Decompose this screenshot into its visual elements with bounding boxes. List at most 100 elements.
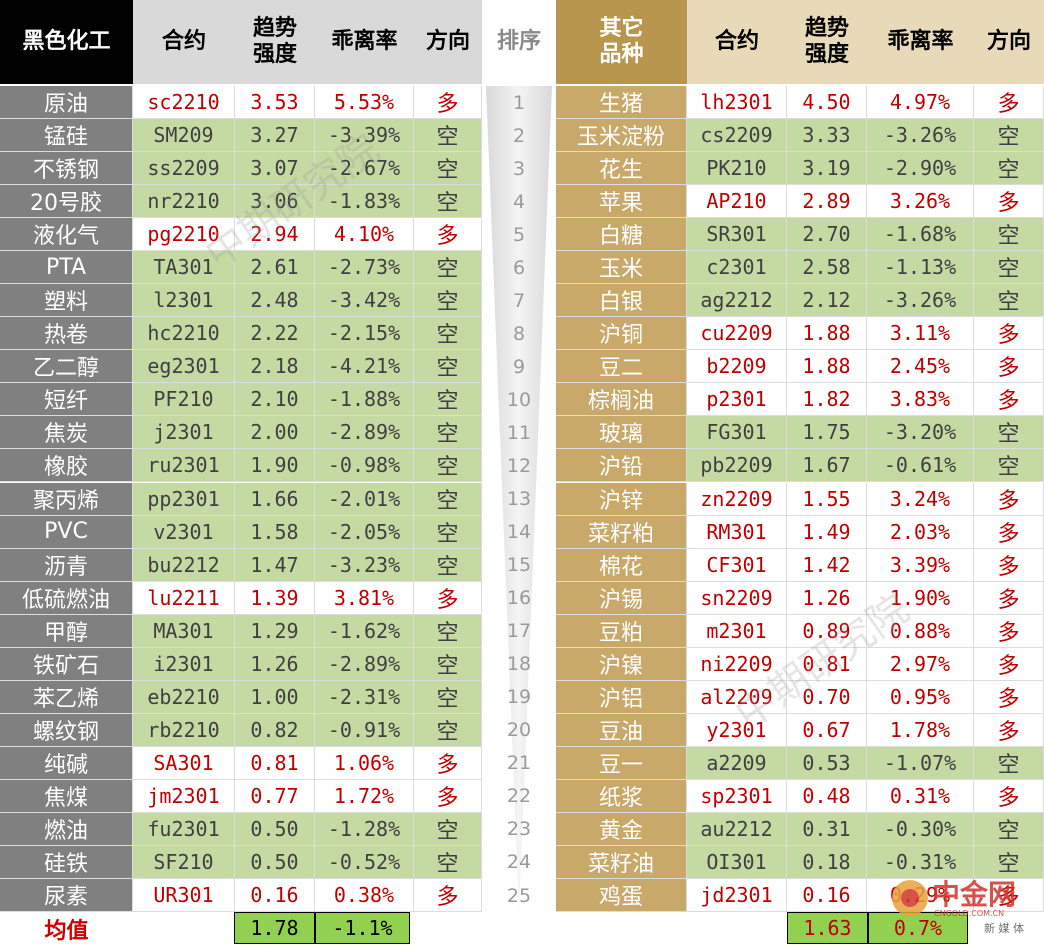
left-row-deviation: -2.31% bbox=[315, 680, 414, 714]
left-row-direction: 多 bbox=[414, 581, 482, 615]
right-row-deviation: -2.90% bbox=[867, 152, 974, 186]
left-row-contract: rb2210 bbox=[133, 713, 235, 747]
left-row-trend: 1.26 bbox=[235, 647, 315, 681]
left-row-contract: MA301 bbox=[133, 614, 235, 648]
rank-number: 17 bbox=[506, 620, 532, 643]
header-direction-right: 方向 bbox=[974, 0, 1044, 84]
right-row-name: 豆一 bbox=[556, 746, 687, 780]
left-row-contract: sc2210 bbox=[133, 86, 235, 119]
left-row-deviation: -1.83% bbox=[315, 185, 414, 219]
rank-number: 12 bbox=[506, 454, 532, 477]
left-row-name: PVC bbox=[0, 515, 133, 549]
left-row-direction: 空 bbox=[414, 680, 482, 714]
right-row-contract: AP210 bbox=[687, 185, 787, 219]
average-right-trend: 1.63 bbox=[787, 912, 868, 944]
right-row-name: 苹果 bbox=[556, 185, 687, 219]
left-row-contract: hc2210 bbox=[133, 317, 235, 351]
left-row-deviation: -2.05% bbox=[315, 515, 414, 549]
left-row-direction: 空 bbox=[414, 119, 482, 152]
left-row-deviation: -0.52% bbox=[315, 845, 414, 879]
right-row-deviation: 1.78% bbox=[867, 713, 974, 747]
left-row-trend: 1.90 bbox=[235, 449, 315, 483]
right-row-trend: 2.70 bbox=[787, 218, 867, 252]
left-row-trend: 2.00 bbox=[235, 416, 315, 450]
right-row-direction: 多 bbox=[974, 482, 1044, 516]
right-row-deviation: 3.11% bbox=[867, 317, 974, 351]
right-row-direction: 多 bbox=[974, 581, 1044, 615]
left-row-name: 沥青 bbox=[0, 548, 133, 582]
header-contract-right: 合约 bbox=[687, 0, 787, 84]
left-row-contract: v2301 bbox=[133, 515, 235, 549]
right-row-contract: y2301 bbox=[687, 713, 787, 747]
left-row-direction: 空 bbox=[414, 515, 482, 549]
rank-number: 1 bbox=[512, 91, 526, 114]
right-row-trend: 1.75 bbox=[787, 416, 867, 450]
left-row-trend: 0.77 bbox=[235, 779, 315, 813]
right-row-trend: 0.70 bbox=[787, 680, 867, 714]
right-row-deviation: 3.83% bbox=[867, 383, 974, 417]
average-left-deviation: -1.1% bbox=[315, 912, 410, 944]
left-row-deviation: -1.28% bbox=[315, 812, 414, 846]
left-row-contract: l2301 bbox=[133, 284, 235, 318]
left-row-trend: 0.50 bbox=[235, 845, 315, 879]
left-row-deviation: -3.39% bbox=[315, 119, 414, 152]
left-row-direction: 空 bbox=[414, 812, 482, 846]
left-row-deviation: -4.21% bbox=[315, 350, 414, 384]
right-row-trend: 4.50 bbox=[787, 86, 867, 119]
left-row-trend: 3.07 bbox=[235, 152, 315, 186]
left-row-deviation: 5.53% bbox=[315, 86, 414, 119]
rank-number: 9 bbox=[512, 355, 526, 378]
left-row-direction: 空 bbox=[414, 284, 482, 318]
rank-number: 4 bbox=[512, 190, 526, 213]
right-row-deviation: -1.07% bbox=[867, 746, 974, 780]
left-row-deviation: -3.42% bbox=[315, 284, 414, 318]
left-row-name: 不锈钢 bbox=[0, 152, 133, 186]
right-row-direction: 空 bbox=[974, 746, 1044, 780]
right-row-deviation: 0.31% bbox=[867, 779, 974, 813]
left-row-contract: bu2212 bbox=[133, 548, 235, 582]
right-row-name: 白银 bbox=[556, 284, 687, 318]
right-row-trend: 1.82 bbox=[787, 383, 867, 417]
left-row-direction: 多 bbox=[414, 779, 482, 813]
right-row-deviation: -1.13% bbox=[867, 251, 974, 285]
average-label-text: 均值 bbox=[44, 919, 89, 944]
right-row-direction: 多 bbox=[974, 779, 1044, 813]
right-row-contract: SR301 bbox=[687, 218, 787, 252]
right-row-trend: 2.89 bbox=[787, 185, 867, 219]
left-row-name: 聚丙烯 bbox=[0, 482, 133, 516]
right-row-name: 菜籽粕 bbox=[556, 515, 687, 549]
right-row-trend: 1.26 bbox=[787, 581, 867, 615]
right-row-deviation: 2.03% bbox=[867, 515, 974, 549]
right-row-direction: 多 bbox=[974, 647, 1044, 681]
left-row-deviation: -2.89% bbox=[315, 416, 414, 450]
right-row-deviation: -1.68% bbox=[867, 218, 974, 252]
left-row-deviation: -1.62% bbox=[315, 614, 414, 648]
left-row-deviation: 4.10% bbox=[315, 218, 414, 252]
right-row-deviation: 2.97% bbox=[867, 647, 974, 681]
header-deviation-right: 乖离率 bbox=[867, 0, 974, 84]
left-row-name: 塑料 bbox=[0, 284, 133, 318]
left-row-deviation: -1.88% bbox=[315, 383, 414, 417]
right-row-contract: a2209 bbox=[687, 746, 787, 780]
left-row-deviation: 1.06% bbox=[315, 746, 414, 780]
left-row-contract: nr2210 bbox=[133, 185, 235, 219]
left-row-contract: TA301 bbox=[133, 251, 235, 285]
left-row-name: 甲醇 bbox=[0, 614, 133, 648]
rank-number: 15 bbox=[506, 554, 532, 577]
right-row-name: 沪镍 bbox=[556, 647, 687, 681]
right-row-name: 生猪 bbox=[556, 86, 687, 119]
right-row-trend: 0.89 bbox=[787, 614, 867, 648]
header-rank-text: 排序 bbox=[496, 29, 541, 54]
left-row-contract: SA301 bbox=[133, 746, 235, 780]
right-row-trend: 0.16 bbox=[787, 879, 867, 912]
average-right-deviation-text: 0.7% bbox=[893, 916, 943, 940]
header-contract-left-text: 合约 bbox=[161, 29, 206, 54]
rank-funnel-shape bbox=[486, 86, 552, 912]
left-row-name: 低硫燃油 bbox=[0, 581, 133, 615]
right-row-name: 黄金 bbox=[556, 812, 687, 846]
left-row-trend: 2.61 bbox=[235, 251, 315, 285]
right-row-name: 沪锡 bbox=[556, 581, 687, 615]
left-row-trend: 0.81 bbox=[235, 746, 315, 780]
left-row-name: 橡胶 bbox=[0, 449, 133, 483]
